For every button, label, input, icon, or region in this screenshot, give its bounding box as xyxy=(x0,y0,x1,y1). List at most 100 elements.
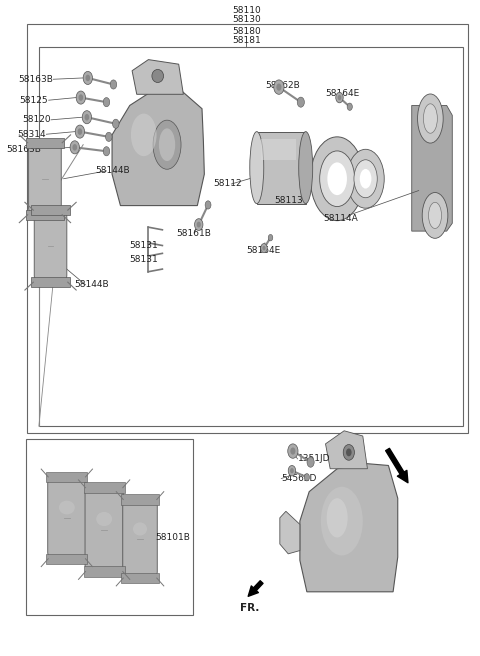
Circle shape xyxy=(290,447,296,455)
Circle shape xyxy=(290,468,294,474)
Text: 58130: 58130 xyxy=(232,14,261,24)
Circle shape xyxy=(110,80,117,89)
Text: 58131: 58131 xyxy=(130,241,158,250)
Bar xyxy=(84,483,125,493)
Text: 58314: 58314 xyxy=(17,130,46,138)
Circle shape xyxy=(106,133,112,142)
Ellipse shape xyxy=(250,132,264,203)
Ellipse shape xyxy=(327,163,347,195)
Ellipse shape xyxy=(96,512,112,526)
Ellipse shape xyxy=(311,137,364,220)
Polygon shape xyxy=(412,106,452,231)
Bar xyxy=(121,494,159,504)
Ellipse shape xyxy=(360,169,372,188)
FancyBboxPatch shape xyxy=(123,501,157,576)
Circle shape xyxy=(70,141,79,154)
Circle shape xyxy=(304,474,310,481)
Polygon shape xyxy=(418,117,437,215)
FancyBboxPatch shape xyxy=(29,146,61,212)
Ellipse shape xyxy=(59,501,75,514)
Bar xyxy=(47,554,87,564)
Circle shape xyxy=(205,201,211,209)
Circle shape xyxy=(276,83,281,91)
Bar xyxy=(121,573,159,583)
Text: 58125: 58125 xyxy=(20,96,48,105)
Circle shape xyxy=(112,119,119,129)
Ellipse shape xyxy=(423,104,437,133)
Circle shape xyxy=(346,449,352,457)
Circle shape xyxy=(76,91,85,104)
Circle shape xyxy=(75,125,84,138)
Text: 58110: 58110 xyxy=(232,6,261,14)
Circle shape xyxy=(347,103,352,110)
Text: 58161B: 58161B xyxy=(176,228,211,237)
Circle shape xyxy=(297,97,304,107)
Text: 58163B: 58163B xyxy=(6,146,41,154)
Ellipse shape xyxy=(133,522,147,535)
Bar xyxy=(27,24,468,433)
Ellipse shape xyxy=(327,498,348,537)
Text: 58164E: 58164E xyxy=(246,246,280,255)
Polygon shape xyxy=(132,60,183,94)
Circle shape xyxy=(263,246,265,251)
Circle shape xyxy=(268,234,273,241)
Polygon shape xyxy=(300,464,398,592)
Ellipse shape xyxy=(321,487,363,556)
Ellipse shape xyxy=(418,94,443,143)
Ellipse shape xyxy=(429,202,442,228)
Text: 58144B: 58144B xyxy=(74,280,108,289)
Circle shape xyxy=(288,444,298,459)
Circle shape xyxy=(84,114,89,121)
Bar xyxy=(84,566,125,577)
Ellipse shape xyxy=(320,151,355,207)
Polygon shape xyxy=(112,91,204,205)
Text: 58131: 58131 xyxy=(130,255,158,264)
Ellipse shape xyxy=(131,113,156,156)
Bar xyxy=(31,277,70,287)
Text: 58144B: 58144B xyxy=(95,167,130,175)
Ellipse shape xyxy=(152,70,164,83)
Circle shape xyxy=(72,144,77,151)
Text: 58101B: 58101B xyxy=(156,533,190,542)
Bar xyxy=(26,138,64,148)
Ellipse shape xyxy=(347,150,384,208)
Text: 58180: 58180 xyxy=(232,27,261,36)
Circle shape xyxy=(78,129,82,135)
Ellipse shape xyxy=(354,160,377,197)
Text: 1351JD: 1351JD xyxy=(298,455,330,463)
Circle shape xyxy=(343,445,354,461)
Ellipse shape xyxy=(422,192,448,238)
Circle shape xyxy=(261,243,267,253)
Polygon shape xyxy=(280,511,300,554)
Text: FR.: FR. xyxy=(240,602,260,613)
Circle shape xyxy=(103,147,110,156)
Text: 58120: 58120 xyxy=(22,115,50,125)
Circle shape xyxy=(336,92,343,103)
Circle shape xyxy=(85,75,90,81)
Circle shape xyxy=(194,218,203,230)
FancyBboxPatch shape xyxy=(34,213,67,279)
Circle shape xyxy=(82,111,92,124)
Text: 58162B: 58162B xyxy=(265,81,300,91)
Bar xyxy=(47,472,87,482)
Text: 58113: 58113 xyxy=(274,196,303,205)
Circle shape xyxy=(103,98,110,107)
Text: 54562D: 54562D xyxy=(281,474,317,483)
Text: 58112: 58112 xyxy=(214,180,242,188)
FancyBboxPatch shape xyxy=(85,489,123,569)
Circle shape xyxy=(274,80,284,94)
Text: 58164E: 58164E xyxy=(325,89,360,98)
Ellipse shape xyxy=(299,132,312,203)
Bar xyxy=(26,440,192,615)
Bar xyxy=(26,209,64,220)
Bar xyxy=(257,132,306,203)
Ellipse shape xyxy=(159,129,175,161)
Polygon shape xyxy=(325,431,368,469)
Circle shape xyxy=(337,95,341,100)
Circle shape xyxy=(79,94,83,101)
Bar xyxy=(39,47,463,426)
Circle shape xyxy=(197,222,201,228)
Bar xyxy=(262,139,296,161)
Ellipse shape xyxy=(153,120,181,169)
Bar xyxy=(31,205,70,215)
